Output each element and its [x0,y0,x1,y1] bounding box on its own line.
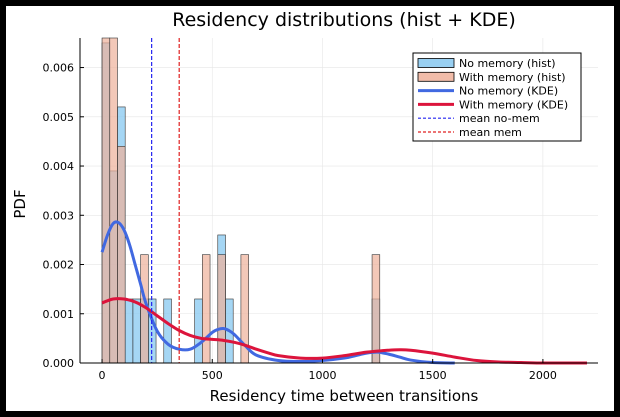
histogram-bar [109,37,118,364]
y-tick-label: 0.006 [43,62,75,75]
x-tick-label: 2000 [529,369,557,382]
x-ticks: 0 500 1000 1500 2000 [99,359,557,382]
x-tick-label: 1000 [308,369,336,382]
y-tick-label: 0.000 [43,357,75,370]
histogram-bar [117,146,126,364]
x-axis-label: Residency time between transitions [210,387,479,405]
legend-label: With memory (KDE) [459,98,568,111]
y-tick-label: 0.003 [43,209,75,222]
histogram-bar [194,298,203,364]
mean-lines [151,38,180,363]
y-tick-label: 0.002 [43,259,75,272]
axes [79,38,598,364]
y-tick-label: 0.004 [43,160,75,173]
histogram-bar [202,254,211,364]
kde-lines [100,220,587,365]
histogram-bar [163,298,172,364]
kde-line [101,297,587,365]
x-tick-label: 1500 [419,369,447,382]
y-tick-label: 0.005 [43,111,75,124]
y-tick-label: 0.001 [43,308,75,321]
legend: No memory (hist)With memory (hist)No mem… [412,52,582,142]
histogram-bar [124,298,134,364]
histogram-bar [101,37,111,364]
histogram-bar [371,254,381,364]
residency-chart: Residency distributions (hist + KDE) 0 50… [11,9,598,405]
legend-label: With memory (hist) [459,71,566,84]
legend-label: mean mem [459,126,522,139]
x-tick-label: 500 [202,369,223,382]
chart-frame: Residency distributions (hist + KDE) 0 50… [6,6,614,411]
legend-swatch [417,58,455,68]
x-tick-label: 0 [99,369,106,382]
histogram-bar [132,298,141,364]
histogram-bar [217,254,226,364]
chart-title: Residency distributions (hist + KDE) [172,9,516,31]
y-axis-label: PDF [11,189,29,218]
y-ticks: 0.000 0.001 0.002 0.003 0.004 0.005 0.006 [43,62,84,370]
with-memory-histogram [101,37,381,364]
legend-label: mean no-mem [459,112,540,125]
legend-swatch [417,71,455,82]
legend-label: No memory (KDE) [459,85,558,98]
legend-label: No memory (hist) [459,57,556,70]
